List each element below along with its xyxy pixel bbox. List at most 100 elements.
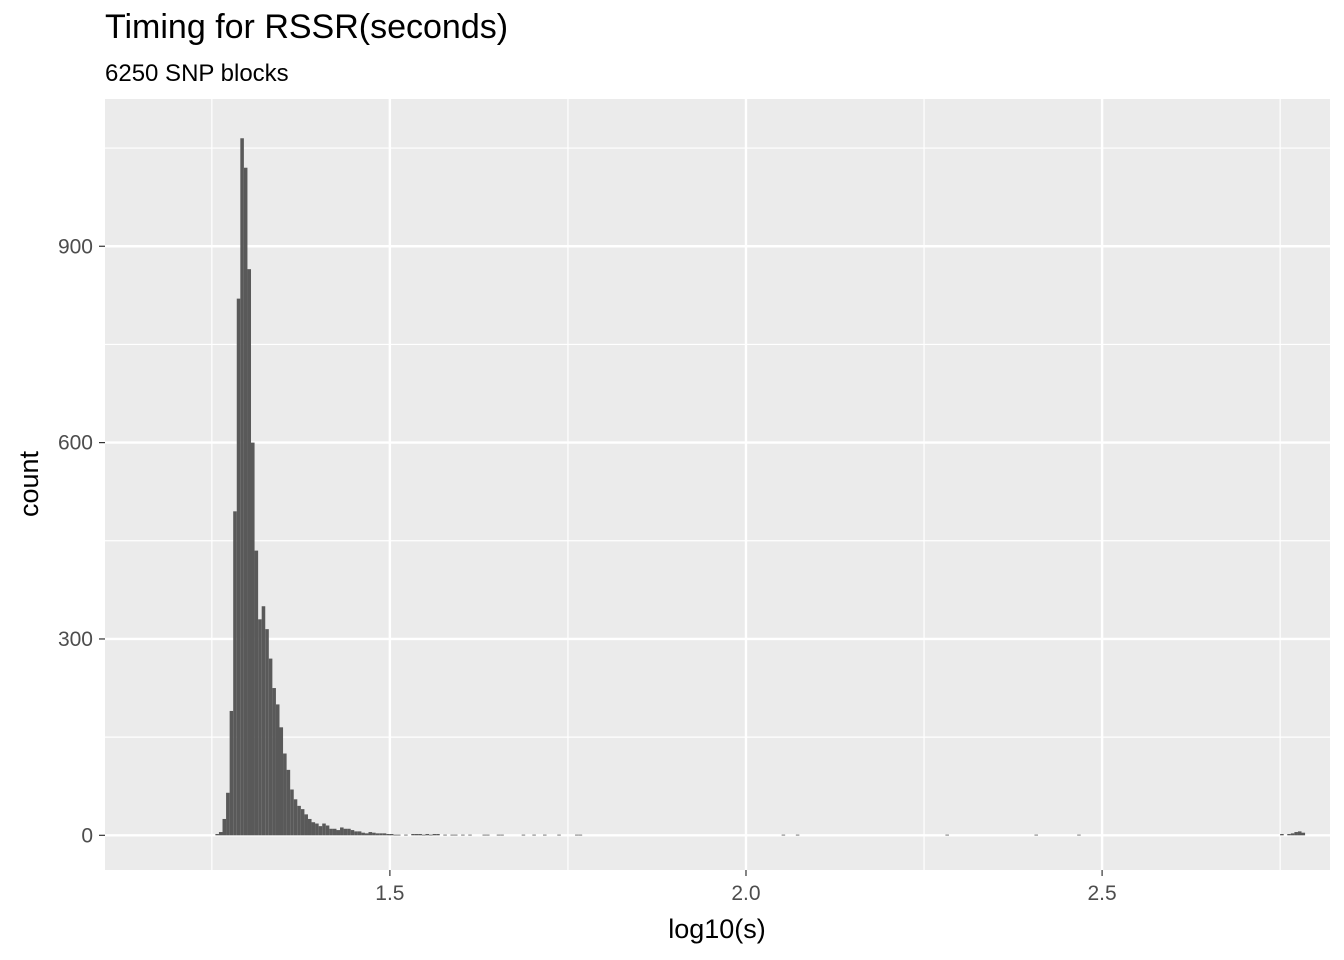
histogram-bar (290, 789, 294, 836)
histogram-bar (304, 814, 308, 836)
histogram-bar (418, 834, 422, 836)
histogram-bar (283, 753, 287, 836)
x-tick-label: 2.0 (731, 882, 760, 905)
histogram-bar (781, 834, 786, 836)
histogram-bar (372, 832, 376, 836)
histogram-bar (258, 619, 262, 836)
histogram-bar (300, 809, 305, 836)
histogram-bar (215, 834, 219, 836)
histogram-bar (486, 834, 490, 836)
histogram-bar (233, 511, 237, 836)
histogram-bar (500, 834, 504, 836)
histogram-bar (332, 828, 337, 836)
histogram-bar (375, 833, 380, 836)
histogram-bar (243, 167, 248, 836)
major-gridlines (105, 99, 1330, 870)
y-tick-label: 0 (81, 824, 93, 847)
histogram-bar (293, 799, 298, 836)
histogram-bar (1034, 834, 1038, 836)
histogram-bar (425, 834, 430, 836)
chart-subtitle: 6250 SNP blocks (105, 60, 289, 87)
histogram-bar (343, 828, 348, 836)
histogram-bar (340, 827, 344, 836)
histogram-bar (461, 834, 465, 836)
histogram-bar (421, 834, 426, 836)
histogram-bar (382, 833, 387, 836)
histogram-bar (347, 828, 351, 836)
histogram-bar (315, 823, 319, 836)
histogram-bar (222, 818, 227, 836)
histogram-bar (453, 834, 458, 836)
histogram-bar (265, 629, 269, 836)
histogram-bar (322, 823, 326, 836)
histogram-bar (411, 834, 415, 836)
histogram-bar (1077, 834, 1081, 836)
histogram-bar (368, 832, 373, 836)
histogram-bar (307, 818, 312, 836)
x-axis-title: log10(s) (668, 914, 766, 944)
histogram-bar (389, 834, 394, 836)
histogram-bar (286, 769, 291, 836)
histogram-bar (521, 834, 526, 836)
y-tick-label: 600 (58, 432, 93, 455)
histogram-bar (361, 832, 365, 836)
histogram-bar (1297, 831, 1302, 836)
histogram-bar (557, 834, 561, 836)
histogram-bar (354, 831, 358, 836)
histogram-bar (379, 833, 383, 836)
histogram-bar (532, 834, 536, 836)
histogram-bar (414, 834, 419, 836)
x-axis: 1.5 2.0 2.5 (375, 870, 1117, 905)
histogram-bar (386, 834, 390, 836)
histogram-bar (1287, 834, 1291, 836)
histogram-bar (468, 834, 472, 836)
histogram-bar (397, 834, 401, 836)
histogram-bar (404, 834, 408, 836)
histogram-bars (215, 138, 1306, 836)
histogram-bar (364, 833, 369, 836)
histogram-bar (272, 688, 276, 836)
histogram-bar (261, 606, 266, 836)
x-tick-label: 1.5 (375, 882, 404, 905)
histogram-bar (436, 834, 440, 836)
y-tick-label: 900 (58, 235, 93, 258)
histogram-bar (247, 269, 252, 836)
y-tick-label: 300 (58, 628, 93, 651)
histogram-bar (226, 792, 230, 836)
histogram-bar (357, 831, 362, 836)
histogram-bar (325, 825, 330, 836)
histogram-bar (543, 834, 547, 836)
histogram-bar (482, 834, 487, 836)
histogram-bar (311, 822, 316, 836)
histogram-bar (432, 834, 437, 836)
histogram-bar (429, 834, 433, 836)
minor-gridlines (105, 99, 1330, 870)
histogram-bar (251, 442, 255, 836)
histogram-bar (443, 834, 447, 836)
histogram-bar (297, 805, 301, 836)
histogram-bar (279, 727, 284, 836)
histogram-bar (268, 658, 273, 836)
histogram-bar (254, 550, 259, 836)
histogram-bar (496, 834, 501, 836)
histogram-bar (1301, 832, 1306, 836)
histogram-bar (350, 830, 355, 836)
histogram-bar (240, 138, 244, 836)
histogram-bar (336, 830, 341, 836)
histogram-bar (1294, 832, 1298, 836)
histogram-bar (945, 834, 949, 836)
histogram-bar (229, 710, 234, 836)
chart-title: Timing for RSSR(seconds) (105, 8, 509, 46)
histogram-bar (1280, 834, 1284, 836)
histogram-bar (393, 834, 398, 836)
histogram-bar (236, 298, 241, 836)
histogram-bar (1290, 833, 1295, 836)
histogram-bar (275, 704, 280, 836)
histogram-bar (575, 834, 579, 836)
y-axis-title: count (14, 450, 44, 517)
histogram-bar (329, 828, 333, 836)
x-tick-label: 2.5 (1087, 882, 1116, 905)
histogram-bar (218, 832, 223, 836)
histogram-bar (318, 826, 323, 836)
